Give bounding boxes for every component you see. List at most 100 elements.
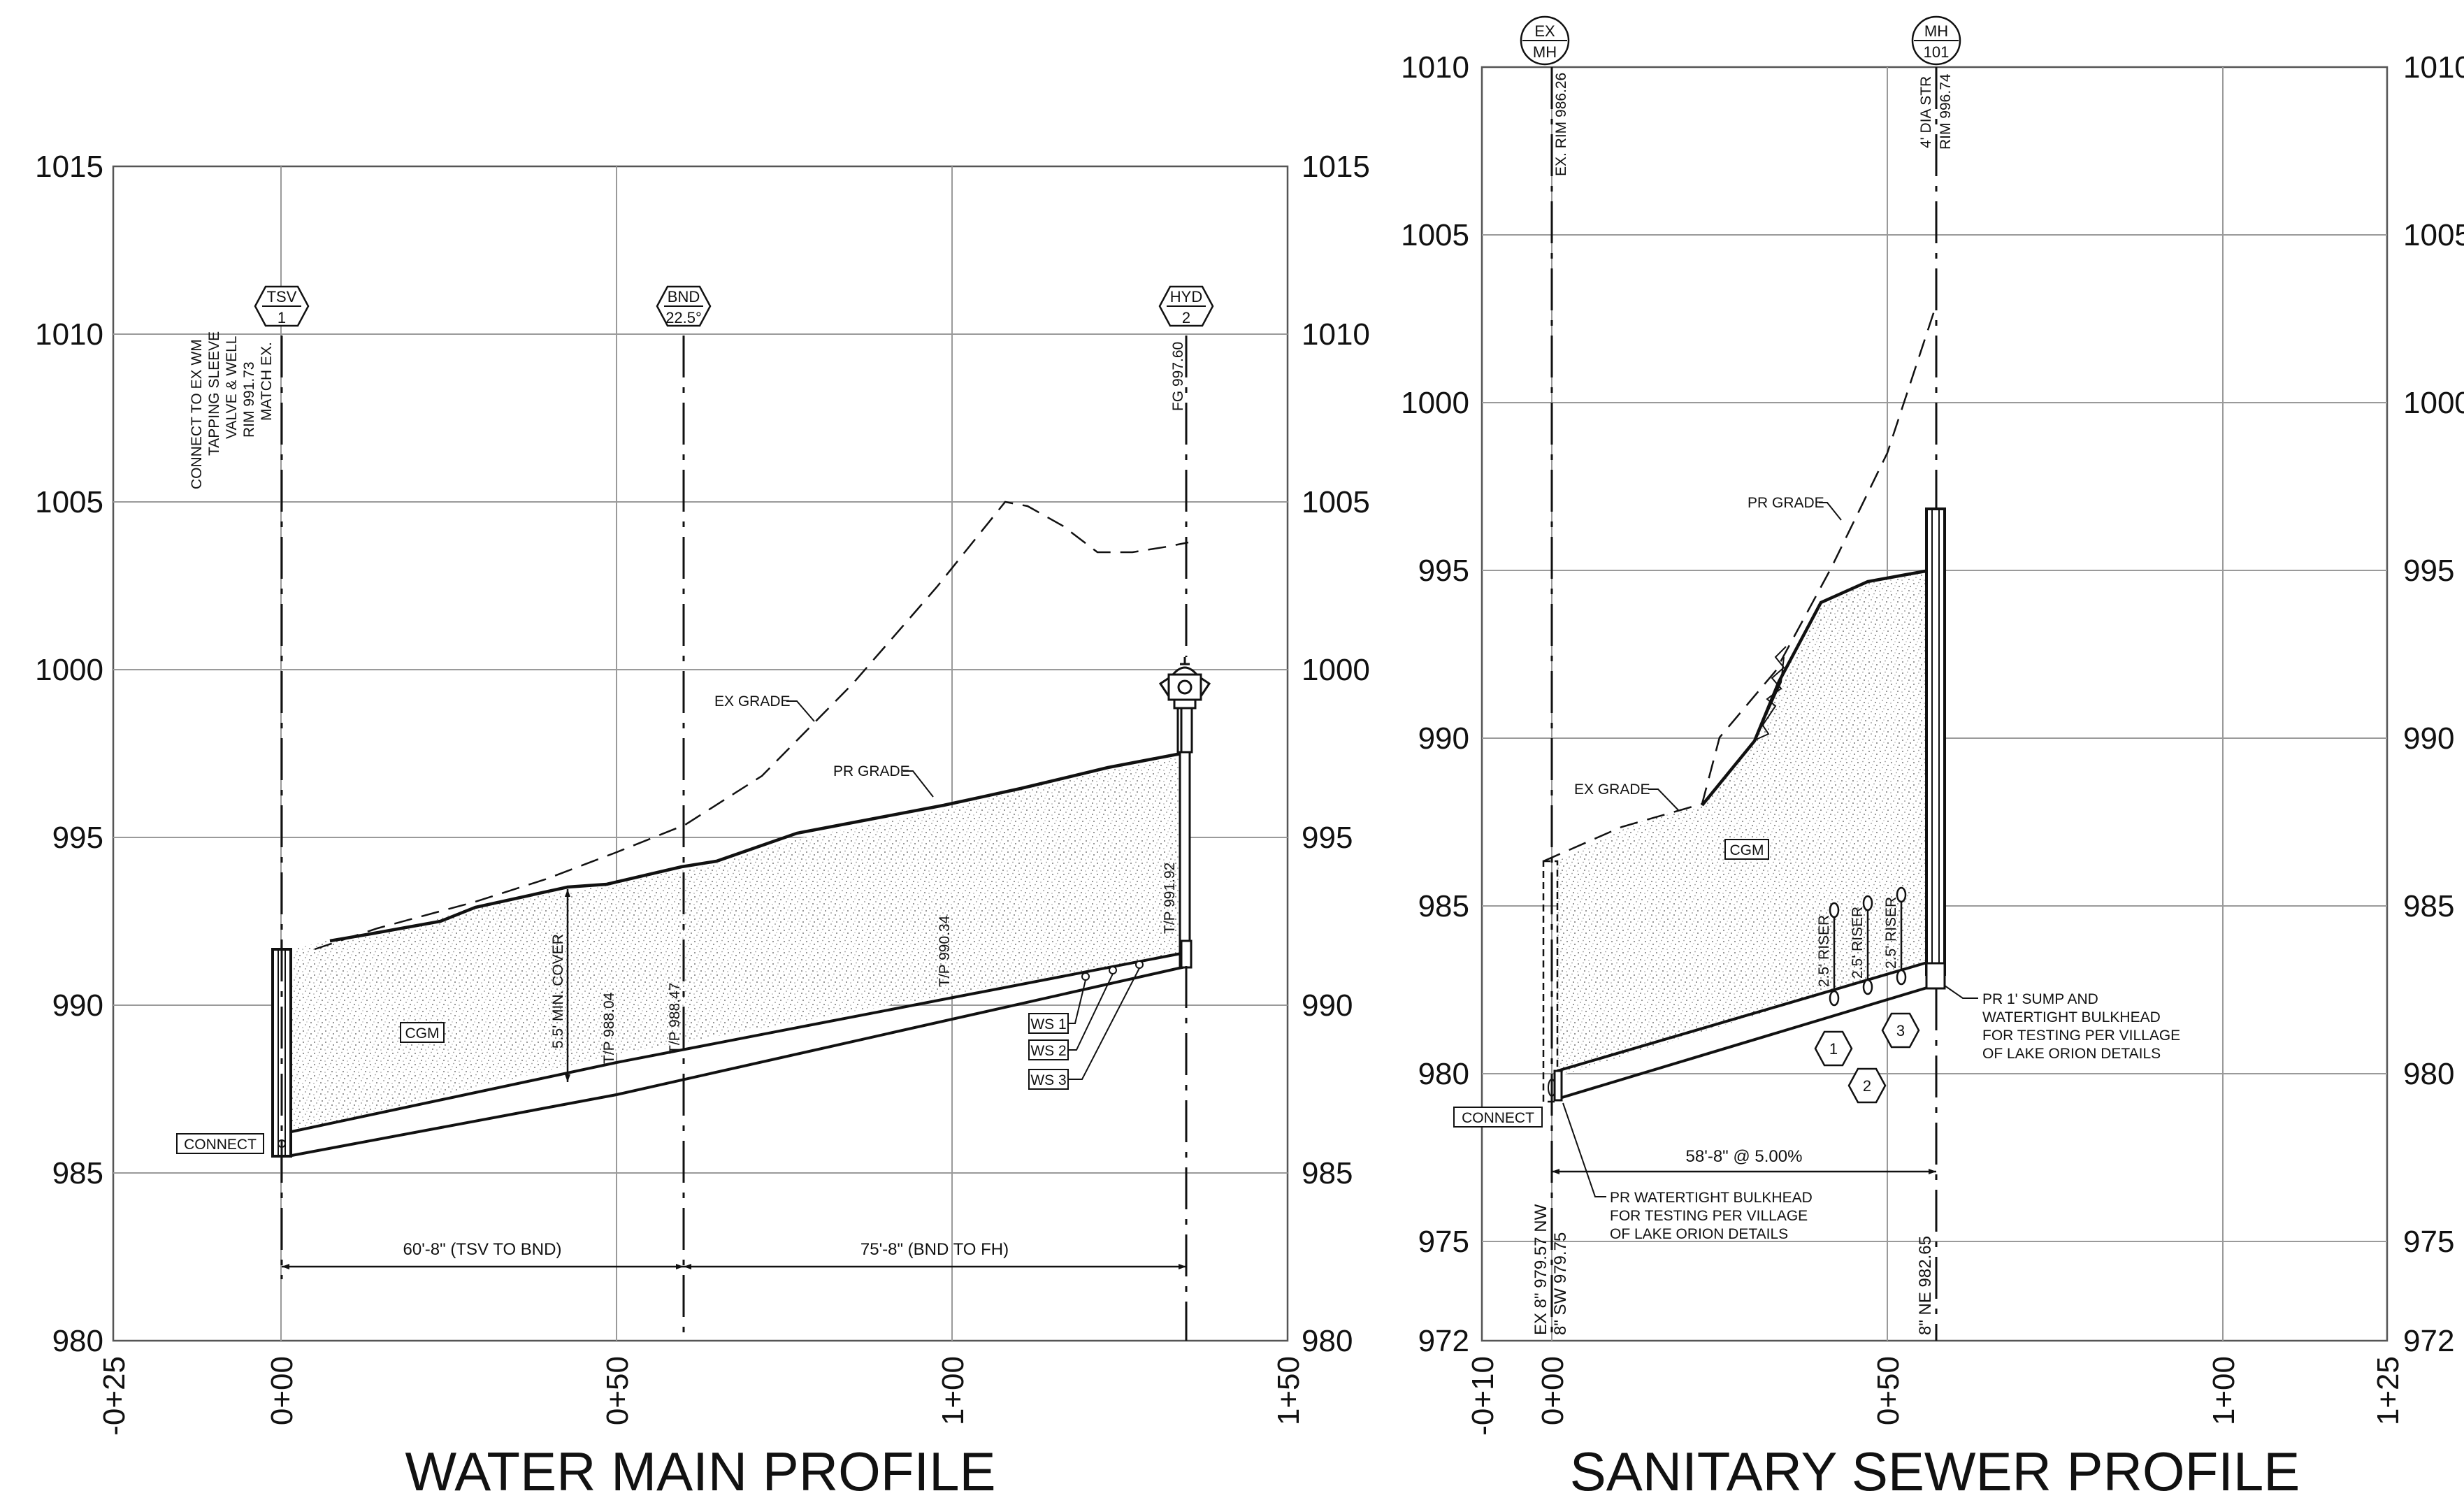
- wm-cover-dim: 5.5' MIN. COVER: [550, 889, 570, 1082]
- ss-elev-label: 1000: [1401, 386, 1469, 420]
- ss-sump-note: FOR TESTING PER VILLAGE: [1982, 1028, 2180, 1044]
- ss-sump-note: PR 1' SUMP AND: [1982, 991, 2098, 1007]
- wm-title: WATER MAIN PROFILE: [405, 1441, 995, 1498]
- wm-dim-label: 60'-8" (TSV TO BND): [403, 1240, 562, 1259]
- wm-station-label: 1+50: [1271, 1356, 1306, 1425]
- wm-proposed-grade-line: [329, 750, 1189, 943]
- ss-elev-right: 1010 1005 1000 995 990 985 980 975 972: [2403, 50, 2464, 1358]
- wm-elev-label: 980: [1302, 1324, 1353, 1358]
- wm-ex-grade-label: EX GRADE: [714, 693, 791, 710]
- wm-tsv-note: MATCH EX.: [259, 342, 275, 421]
- wm-cgm-label: CGM: [405, 1025, 440, 1042]
- ss-ex-grade-label: EX GRADE: [1574, 782, 1650, 798]
- wm-cgm-fill: [288, 755, 1188, 1132]
- wm-stations: -0+25 0+00 0+50 1+00 1+50: [97, 1356, 1306, 1436]
- ss-elev-label: 975: [2403, 1225, 2454, 1259]
- ss-elev-label: 1005: [1401, 218, 1469, 252]
- ss-sump-notes: PR 1' SUMP AND WATERTIGHT BULKHEAD FOR T…: [1944, 985, 2180, 1062]
- wm-ws-label: WS 2: [1030, 1043, 1066, 1059]
- ss-station-label: -0+10: [1466, 1356, 1500, 1436]
- wm-tag-bottom: 2: [1182, 309, 1190, 326]
- wm-tag-top: HYD: [1170, 288, 1202, 305]
- ss-riser-tag: 3: [1896, 1022, 1905, 1039]
- wm-tsv-notes: CONNECT TO EX WM TAPPING SLEEVE VALVE & …: [189, 331, 275, 489]
- ss-elev-label: 985: [1418, 889, 1469, 923]
- wm-elev-label: 980: [52, 1324, 103, 1358]
- ss-elev-label: 990: [2403, 721, 2454, 756]
- ss-pr-grade-label: PR GRADE: [1748, 495, 1824, 511]
- ss-riser-label: 2.5' RISER: [1883, 897, 1899, 969]
- water-main-profile: 1015 1010 1005 1000 995 990 985 980 1015…: [35, 150, 1370, 1498]
- wm-elev-label: 1010: [35, 317, 103, 352]
- wm-elev-label: 1005: [1302, 485, 1370, 519]
- ss-mh-note: RIM 996.74: [1938, 73, 1954, 150]
- wm-station-label: 0+00: [265, 1356, 299, 1425]
- wm-elev-label: 1010: [1302, 317, 1370, 352]
- ss-risers: 2.5' RISER 2.5' RISER 2.5' RISER 1 2 3: [1814, 886, 1920, 1104]
- wm-tag-tsv: TSV 1: [254, 285, 310, 327]
- ss-sump-note: WATERTIGHT BULKHEAD: [1982, 1009, 2161, 1025]
- wm-tp-label: T/P 990.34: [937, 915, 953, 987]
- wm-elev-right: 1015 1010 1005 1000 995 990 985 980: [1302, 150, 1370, 1358]
- ss-tag-top: EX: [1534, 22, 1555, 40]
- ss-tag-ex-mh: EX MH: [1520, 15, 1570, 66]
- wm-tag-bottom: 1: [278, 309, 286, 326]
- ss-elev-label: 980: [1418, 1057, 1469, 1091]
- wm-elev-label: 990: [1302, 988, 1353, 1023]
- wm-connect-label: CONNECT: [184, 1137, 257, 1153]
- wm-tag-top: BND: [668, 288, 700, 305]
- ss-sump-note: OF LAKE ORION DETAILS: [1982, 1046, 2161, 1062]
- wm-ws-label: WS 1: [1030, 1016, 1066, 1032]
- wm-tsv-note: VALVE & WELL: [224, 336, 240, 439]
- ss-proposed-grade-line: [1701, 568, 1930, 807]
- wm-pr-grade-label: PR GRADE: [833, 763, 910, 779]
- ss-bulkhead-note: OF LAKE ORION DETAILS: [1610, 1226, 1788, 1242]
- wm-elev-label: 1005: [35, 485, 103, 519]
- wm-elev-label: 1000: [1302, 653, 1370, 687]
- wm-elev-label: 1015: [35, 150, 103, 184]
- ss-connect-label: CONNECT: [1462, 1110, 1534, 1126]
- wm-tsv-note: TAPPING SLEEVE: [206, 331, 222, 456]
- ss-elev-label: 995: [2403, 554, 2454, 588]
- wm-tag-bnd: BND 22.5°: [656, 285, 712, 327]
- fire-hydrant-icon: [1158, 657, 1211, 754]
- wm-elev-label: 990: [52, 988, 103, 1023]
- ss-cgm-label: CGM: [1730, 842, 1764, 858]
- ss-elev-label: 985: [2403, 889, 2454, 923]
- sanitary-sewer-profile: 1010 1005 1000 995 990 985 980 975 972 1…: [1401, 15, 2464, 1498]
- wm-elev-label: 1000: [35, 653, 103, 687]
- ss-elev-label: 995: [1418, 554, 1469, 588]
- ss-elev-label: 980: [2403, 1057, 2454, 1091]
- wm-tp-label: T/P 988.47: [667, 983, 683, 1054]
- ss-elev-label: 1010: [1401, 50, 1469, 85]
- ss-bulkhead-note: PR WATERTIGHT BULKHEAD: [1610, 1190, 1813, 1206]
- wm-tsv-note: CONNECT TO EX WM: [189, 339, 205, 489]
- wm-existing-grade-line: [314, 500, 1189, 951]
- ss-elev-label: 990: [1418, 721, 1469, 756]
- wm-tag-hyd: HYD 2: [1158, 285, 1214, 327]
- ss-elev-label: 972: [1418, 1324, 1469, 1358]
- ss-invert-mh: 8" NE 982.65: [1916, 1236, 1935, 1335]
- wm-cover-label: 5.5' MIN. COVER: [550, 934, 566, 1049]
- wm-hydrant-lead: [1179, 751, 1191, 967]
- ss-bulkhead-note: FOR TESTING PER VILLAGE: [1610, 1208, 1808, 1224]
- ss-rubble: [1754, 646, 1787, 742]
- wm-station-label: 1+00: [936, 1356, 970, 1425]
- wm-tag-top: TSV: [267, 288, 297, 305]
- wm-elev-label: 995: [52, 821, 103, 855]
- ss-ex-rim-note: EX. RIM 986.26: [1553, 73, 1569, 176]
- ss-riser-tag: 1: [1829, 1040, 1838, 1058]
- ss-elev-label: 975: [1418, 1225, 1469, 1259]
- wm-dim-label: 75'-8" (BND TO FH): [860, 1240, 1009, 1259]
- wm-tag-bottom: 22.5°: [665, 309, 702, 326]
- wm-elev-label: 1015: [1302, 150, 1370, 184]
- ss-elev-left: 1010 1005 1000 995 990 985 980 975 972: [1401, 50, 1469, 1358]
- ss-station-label: 1+00: [2207, 1356, 2241, 1425]
- ss-tag-top: MH: [1924, 22, 1948, 40]
- ss-cgm-fill: [1557, 570, 1929, 1076]
- ss-invert-ex: 8" SW 979.75: [1551, 1232, 1570, 1335]
- wm-elev-label: 985: [52, 1156, 103, 1190]
- ss-elev-label: 1000: [2403, 386, 2464, 420]
- ss-bulkhead-notes: PR WATERTIGHT BULKHEAD FOR TESTING PER V…: [1562, 1102, 1813, 1242]
